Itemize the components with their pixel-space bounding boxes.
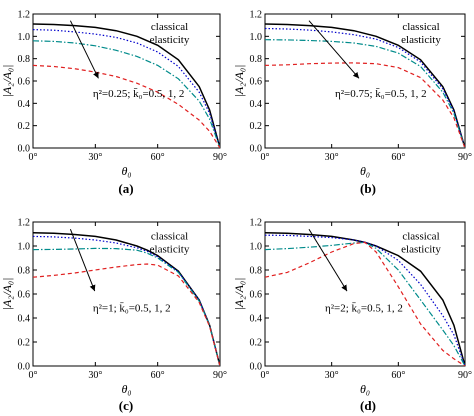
series-line-4	[33, 64, 220, 148]
y-tick-label: 1.0	[18, 32, 31, 43]
y-axis-title: |A₂/A₀|	[232, 65, 246, 98]
y-tick-label: 1.0	[250, 32, 263, 43]
classical-label-line2: elasticity	[150, 34, 190, 46]
y-axis-title: |A₂/A₀|	[232, 278, 246, 311]
panel-4: 0.0 0.2 0.4 0.6 0.8 1.0 1.2 0° 30° 60° 90° θ₀ |A₂/A₀…	[232, 218, 472, 414]
x-axis-title: θ₀	[121, 164, 131, 178]
parameter-annotation: η²=0.75; k̄₀=0.5, 1, 2	[335, 88, 427, 100]
y-tick-label: 0.4	[18, 314, 31, 325]
y-tick-label: 0.4	[18, 99, 31, 110]
series-line-3	[265, 39, 465, 148]
y-tick-label: 0.0	[250, 144, 263, 155]
y-tick-label: 0.8	[18, 54, 31, 65]
panel-label: (d)	[360, 398, 376, 413]
y-tick-label: 0.4	[250, 99, 263, 110]
y-tick-label: 0.6	[18, 77, 31, 88]
series-line-4	[33, 263, 220, 366]
x-tick-label: 30°	[88, 370, 102, 381]
x-tick-label: 30°	[325, 152, 339, 163]
classical-label-line2: elasticity	[150, 243, 190, 255]
y-tick-label: 0.2	[250, 338, 263, 349]
x-tick-label: 60°	[391, 370, 405, 381]
x-tick-label: 60°	[151, 370, 165, 381]
y-tick-label: 1.0	[18, 242, 31, 253]
y-tick-label: 1.2	[18, 218, 31, 229]
x-axis-title: θ₀	[360, 382, 370, 396]
y-tick-label: 0.6	[250, 290, 263, 301]
panel-label: (c)	[119, 398, 133, 413]
trend-arrow	[308, 20, 360, 79]
x-tick-label: 90°	[458, 370, 472, 381]
series-line-3	[33, 247, 220, 366]
y-tick-label: 0.4	[250, 314, 263, 325]
series-line-1	[33, 232, 220, 366]
y-tick-label: 0.2	[18, 121, 31, 132]
series-line-4	[265, 62, 465, 148]
series-group	[265, 23, 465, 148]
series-line-3	[33, 40, 220, 148]
x-tick-label: 0°	[261, 152, 270, 163]
y-tick-label: 0.6	[18, 290, 31, 301]
series-line-4	[265, 241, 465, 366]
panel-2: 0.0 0.2 0.4 0.6 0.8 1.0 1.2 0° 30° 60° 90° θ₀ |A₂/A₀…	[232, 10, 472, 197]
classical-label-line2: elasticity	[401, 34, 441, 46]
parameter-annotation: η²=0.25; k̄₀=0.5, 1, 2	[93, 88, 185, 100]
series-line-3	[265, 241, 465, 366]
x-tick-label: 60°	[151, 152, 165, 163]
series-group	[33, 232, 220, 366]
panel-1: 0.0 0.2 0.4 0.6 0.8 1.0 1.2 0° 30° 60° 90° θ₀ |A₂/A₀…	[0, 10, 227, 197]
trend-arrow	[308, 228, 348, 292]
series-line-1	[265, 23, 465, 148]
y-tick-label: 0.0	[18, 362, 31, 373]
series-group	[33, 23, 220, 148]
y-tick-label: 0.8	[250, 54, 263, 65]
x-tick-label: 0°	[29, 370, 38, 381]
y-tick-label: 0.2	[18, 338, 31, 349]
y-tick-label: 0.0	[18, 144, 31, 155]
y-tick-label: 0.8	[250, 266, 263, 277]
x-tick-label: 0°	[29, 152, 38, 163]
y-tick-label: 0.0	[250, 362, 263, 373]
y-tick-label: 0.2	[250, 121, 263, 132]
x-tick-label: 90°	[458, 152, 472, 163]
trend-arrow	[69, 229, 96, 292]
panel-label: (b)	[360, 181, 376, 196]
series-line-2	[33, 29, 220, 148]
series-line-1	[33, 23, 220, 148]
x-tick-label: 0°	[261, 370, 270, 381]
series-line-2	[33, 235, 220, 366]
trend-arrow	[69, 20, 99, 79]
y-tick-label: 1.2	[18, 10, 31, 21]
x-tick-label: 90°	[213, 370, 227, 381]
series-line-2	[265, 234, 465, 366]
classical-label-line1: classical	[402, 21, 439, 33]
x-tick-label: 60°	[391, 152, 405, 163]
parameter-annotation: η²=1; k̄₀=0.5, 1, 2	[93, 302, 171, 314]
y-axis-title: |A₂/A₀|	[0, 278, 14, 311]
y-tick-label: 0.8	[18, 266, 31, 277]
classical-label-line1: classical	[151, 230, 188, 242]
series-group	[265, 232, 465, 366]
x-tick-label: 30°	[325, 370, 339, 381]
x-axis-title: θ₀	[360, 164, 370, 178]
y-tick-label: 1.0	[250, 242, 263, 253]
classical-label-line2: elasticity	[401, 243, 441, 255]
panel-label: (a)	[118, 181, 133, 196]
y-axis-title: |A₂/A₀|	[0, 65, 14, 98]
classical-label-line1: classical	[151, 21, 188, 33]
classical-label-line1: classical	[402, 230, 439, 242]
x-axis-title: θ₀	[121, 382, 131, 396]
y-tick-label: 1.2	[250, 218, 263, 229]
y-tick-label: 0.6	[250, 77, 263, 88]
x-tick-label: 30°	[88, 152, 102, 163]
panel-3: 0.0 0.2 0.4 0.6 0.8 1.0 1.2 0° 30° 60° 90° θ₀ |A₂/A₀…	[0, 218, 227, 414]
x-tick-label: 90°	[213, 152, 227, 163]
parameter-annotation: η²=2; k̄₀=0.5, 1, 2	[325, 302, 403, 314]
y-tick-label: 1.2	[250, 10, 263, 21]
